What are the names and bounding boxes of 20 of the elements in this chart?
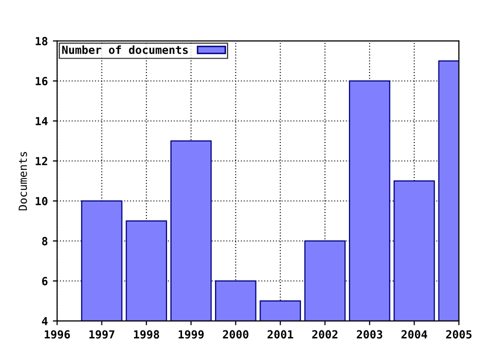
y-axis-title: Documents [18, 152, 28, 210]
x-tick-label: 2001 [268, 330, 294, 339]
y-tick-label: 18 [36, 36, 48, 46]
x-tick-label: 2002 [312, 330, 338, 339]
y-tick-label: 10 [36, 196, 48, 206]
x-tick-label: 1998 [134, 330, 160, 339]
x-tick-label: 2005 [446, 330, 472, 339]
x-tick-label: 1997 [89, 330, 114, 339]
x-tick-label: 2000 [222, 330, 248, 339]
legend-label: Number of documents [62, 45, 188, 54]
x-tick-label: 1996 [44, 330, 70, 339]
x-tick-label: 2003 [356, 330, 382, 339]
y-tick-label: 4 [42, 317, 48, 326]
y-tick-label: 12 [36, 156, 48, 166]
y-tick-label: 6 [42, 276, 48, 286]
y-tick-label: 16 [36, 76, 48, 86]
x-tick-label: 1999 [178, 330, 204, 339]
y-tick-label: 14 [36, 117, 48, 126]
y-tick-label: 8 [42, 236, 48, 246]
x-tick-label: 2004 [401, 330, 428, 339]
